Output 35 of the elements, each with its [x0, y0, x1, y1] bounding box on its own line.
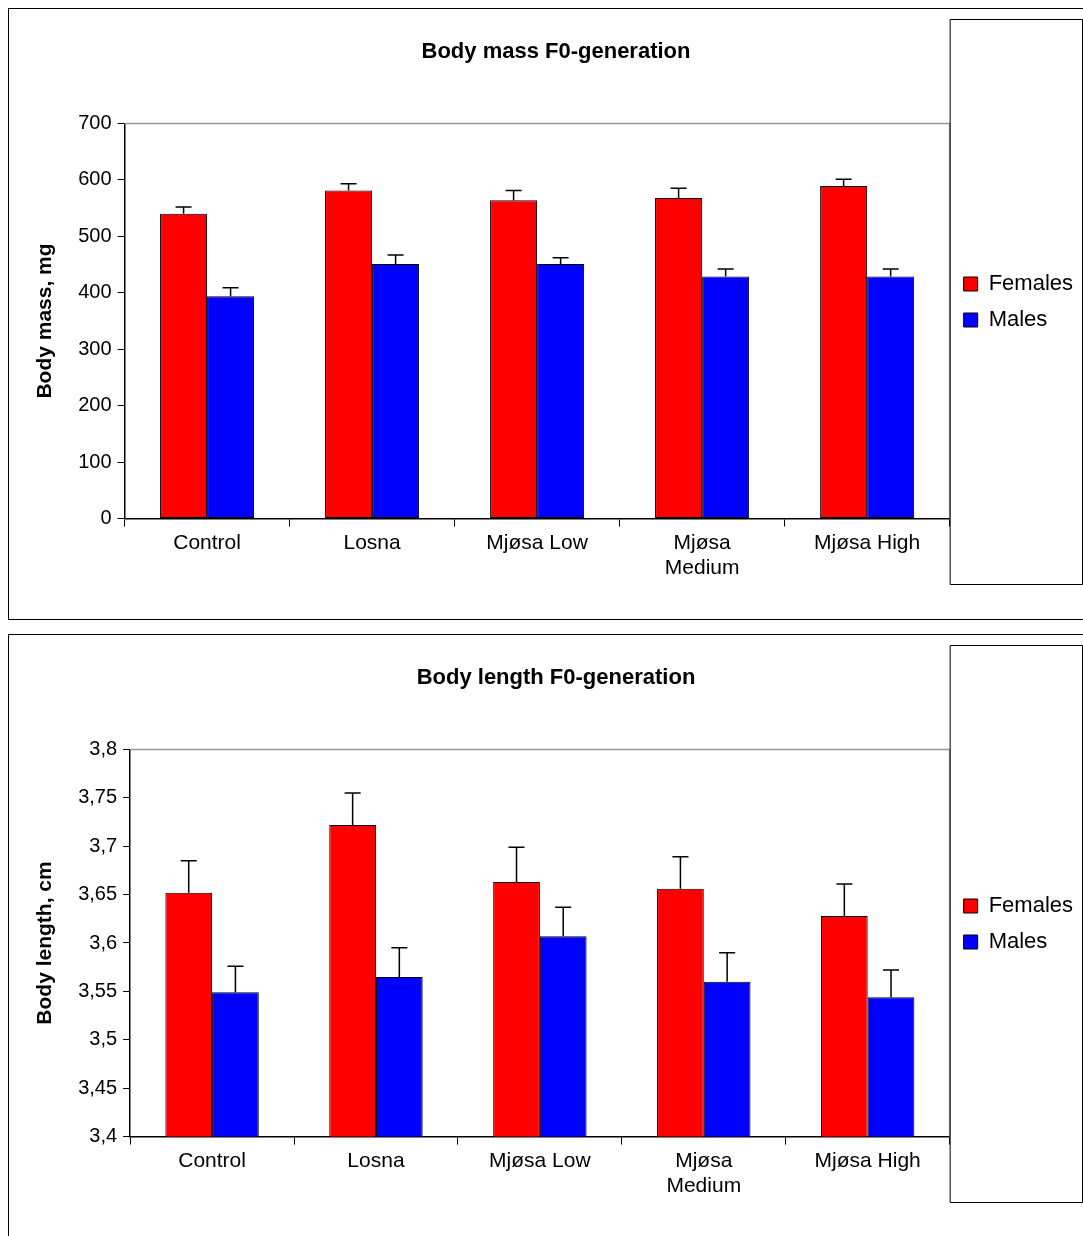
- x-tick-label: Mjøsa Medium: [666, 1148, 742, 1197]
- y-tick-label: 3,55: [78, 978, 118, 1001]
- y-tick-label: 700: [78, 110, 112, 133]
- y-tick-label: 400: [78, 280, 112, 303]
- x-tick-label: Losna: [347, 1148, 405, 1171]
- legend-label: Males: [988, 306, 1048, 332]
- y-tick-label: 3,4: [89, 1124, 118, 1147]
- x-tick-label: Control: [173, 530, 241, 553]
- y-tick-label: 500: [78, 223, 112, 246]
- x-tick-label: Mjøsa Medium: [664, 530, 740, 579]
- y-axis-title: Body length, cm: [32, 861, 56, 1025]
- y-tick-label: 3,5: [89, 1027, 118, 1050]
- x-tick-label: Mjøsa Low: [489, 1148, 592, 1171]
- x-tick-label: Control: [178, 1148, 246, 1171]
- y-tick-label: 0: [100, 506, 112, 529]
- y-tick-label: 600: [78, 167, 112, 190]
- x-tick-label: Mjøsa Low: [486, 530, 589, 553]
- y-tick-label: 3,7: [89, 833, 118, 856]
- legend-label: Females: [988, 892, 1073, 918]
- y-tick-label: 3,75: [78, 785, 118, 808]
- y-tick-label: 100: [78, 449, 112, 472]
- y-tick-label: 3,8: [89, 736, 118, 759]
- y-axis-title: Body mass, mg: [32, 243, 56, 399]
- x-tick-label: Mjøsa High: [814, 1148, 921, 1171]
- legend-label: Females: [988, 270, 1073, 296]
- legend-label: Males: [988, 928, 1048, 954]
- y-tick-label: 3,45: [78, 1075, 118, 1098]
- y-tick-label: 300: [78, 336, 112, 359]
- y-tick-label: 3,6: [89, 930, 118, 953]
- x-tick-label: Losna: [343, 530, 402, 553]
- chart-title: Body mass F0-generation: [421, 38, 691, 64]
- x-tick-label: Mjøsa High: [814, 530, 921, 553]
- chart-title: Body length F0-generation: [416, 664, 696, 690]
- y-tick-label: 3,65: [78, 882, 118, 905]
- y-tick-label: 200: [78, 393, 112, 416]
